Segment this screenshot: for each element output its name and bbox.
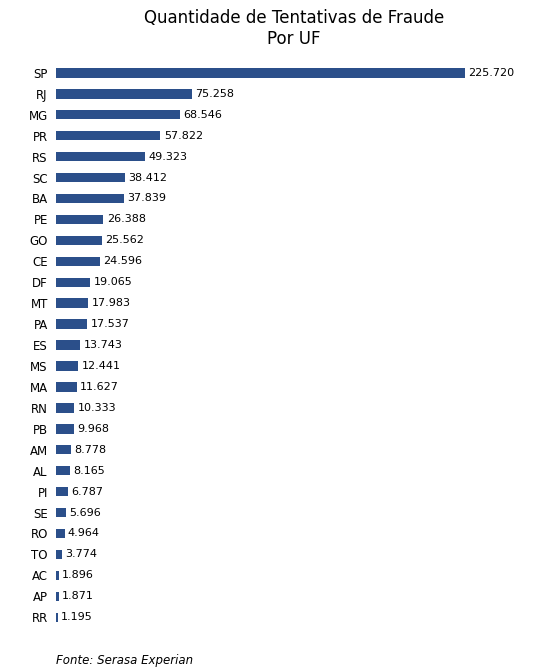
Text: 19.065: 19.065 (93, 277, 132, 287)
Text: 8.165: 8.165 (74, 466, 105, 476)
Text: 8.778: 8.778 (75, 445, 107, 455)
Bar (56, 89, 192, 98)
Text: 1.195: 1.195 (61, 612, 93, 622)
Bar (56, 68, 465, 78)
Text: 4.964: 4.964 (68, 529, 100, 539)
Bar (56, 592, 59, 601)
Bar (56, 571, 59, 580)
Bar (56, 508, 66, 517)
Bar (56, 298, 88, 308)
Text: 1.896: 1.896 (62, 570, 94, 580)
Text: 26.388: 26.388 (107, 214, 145, 224)
Bar (56, 320, 87, 329)
Text: 57.822: 57.822 (164, 131, 203, 141)
Bar (56, 445, 72, 454)
Bar (56, 529, 64, 538)
Text: 68.546: 68.546 (183, 110, 222, 120)
Bar (56, 277, 90, 287)
Bar (56, 257, 100, 266)
Text: 225.720: 225.720 (468, 68, 514, 78)
Bar (56, 466, 70, 476)
Text: 25.562: 25.562 (105, 235, 144, 245)
Text: 3.774: 3.774 (65, 549, 98, 559)
Text: 11.627: 11.627 (80, 382, 119, 392)
Bar (56, 214, 103, 224)
Text: 13.743: 13.743 (84, 340, 123, 350)
Text: 17.983: 17.983 (92, 298, 130, 308)
Bar (56, 612, 58, 622)
Text: 17.537: 17.537 (90, 319, 129, 329)
Text: 12.441: 12.441 (82, 361, 120, 371)
Bar (56, 403, 74, 413)
Bar (56, 131, 160, 141)
Bar (56, 361, 78, 371)
Bar (56, 173, 125, 182)
Bar (56, 424, 74, 433)
Text: Fonte: Serasa Experian: Fonte: Serasa Experian (56, 654, 193, 667)
Title: Quantidade de Tentativas de Fraude
Por UF: Quantidade de Tentativas de Fraude Por U… (144, 9, 444, 48)
Text: 5.696: 5.696 (69, 508, 101, 517)
Text: 1.871: 1.871 (62, 592, 94, 601)
Text: 6.787: 6.787 (71, 486, 103, 496)
Text: 75.258: 75.258 (195, 89, 234, 98)
Text: 38.412: 38.412 (129, 173, 168, 182)
Text: 24.596: 24.596 (103, 257, 143, 266)
Bar (56, 340, 80, 350)
Bar (56, 110, 180, 119)
Bar (56, 194, 124, 203)
Text: 9.968: 9.968 (77, 424, 109, 433)
Bar (56, 549, 62, 559)
Bar (56, 236, 102, 245)
Bar (56, 382, 77, 392)
Text: 37.839: 37.839 (128, 194, 166, 204)
Text: 49.323: 49.323 (148, 151, 187, 161)
Bar (56, 152, 145, 161)
Text: 10.333: 10.333 (78, 403, 116, 413)
Bar (56, 487, 68, 496)
